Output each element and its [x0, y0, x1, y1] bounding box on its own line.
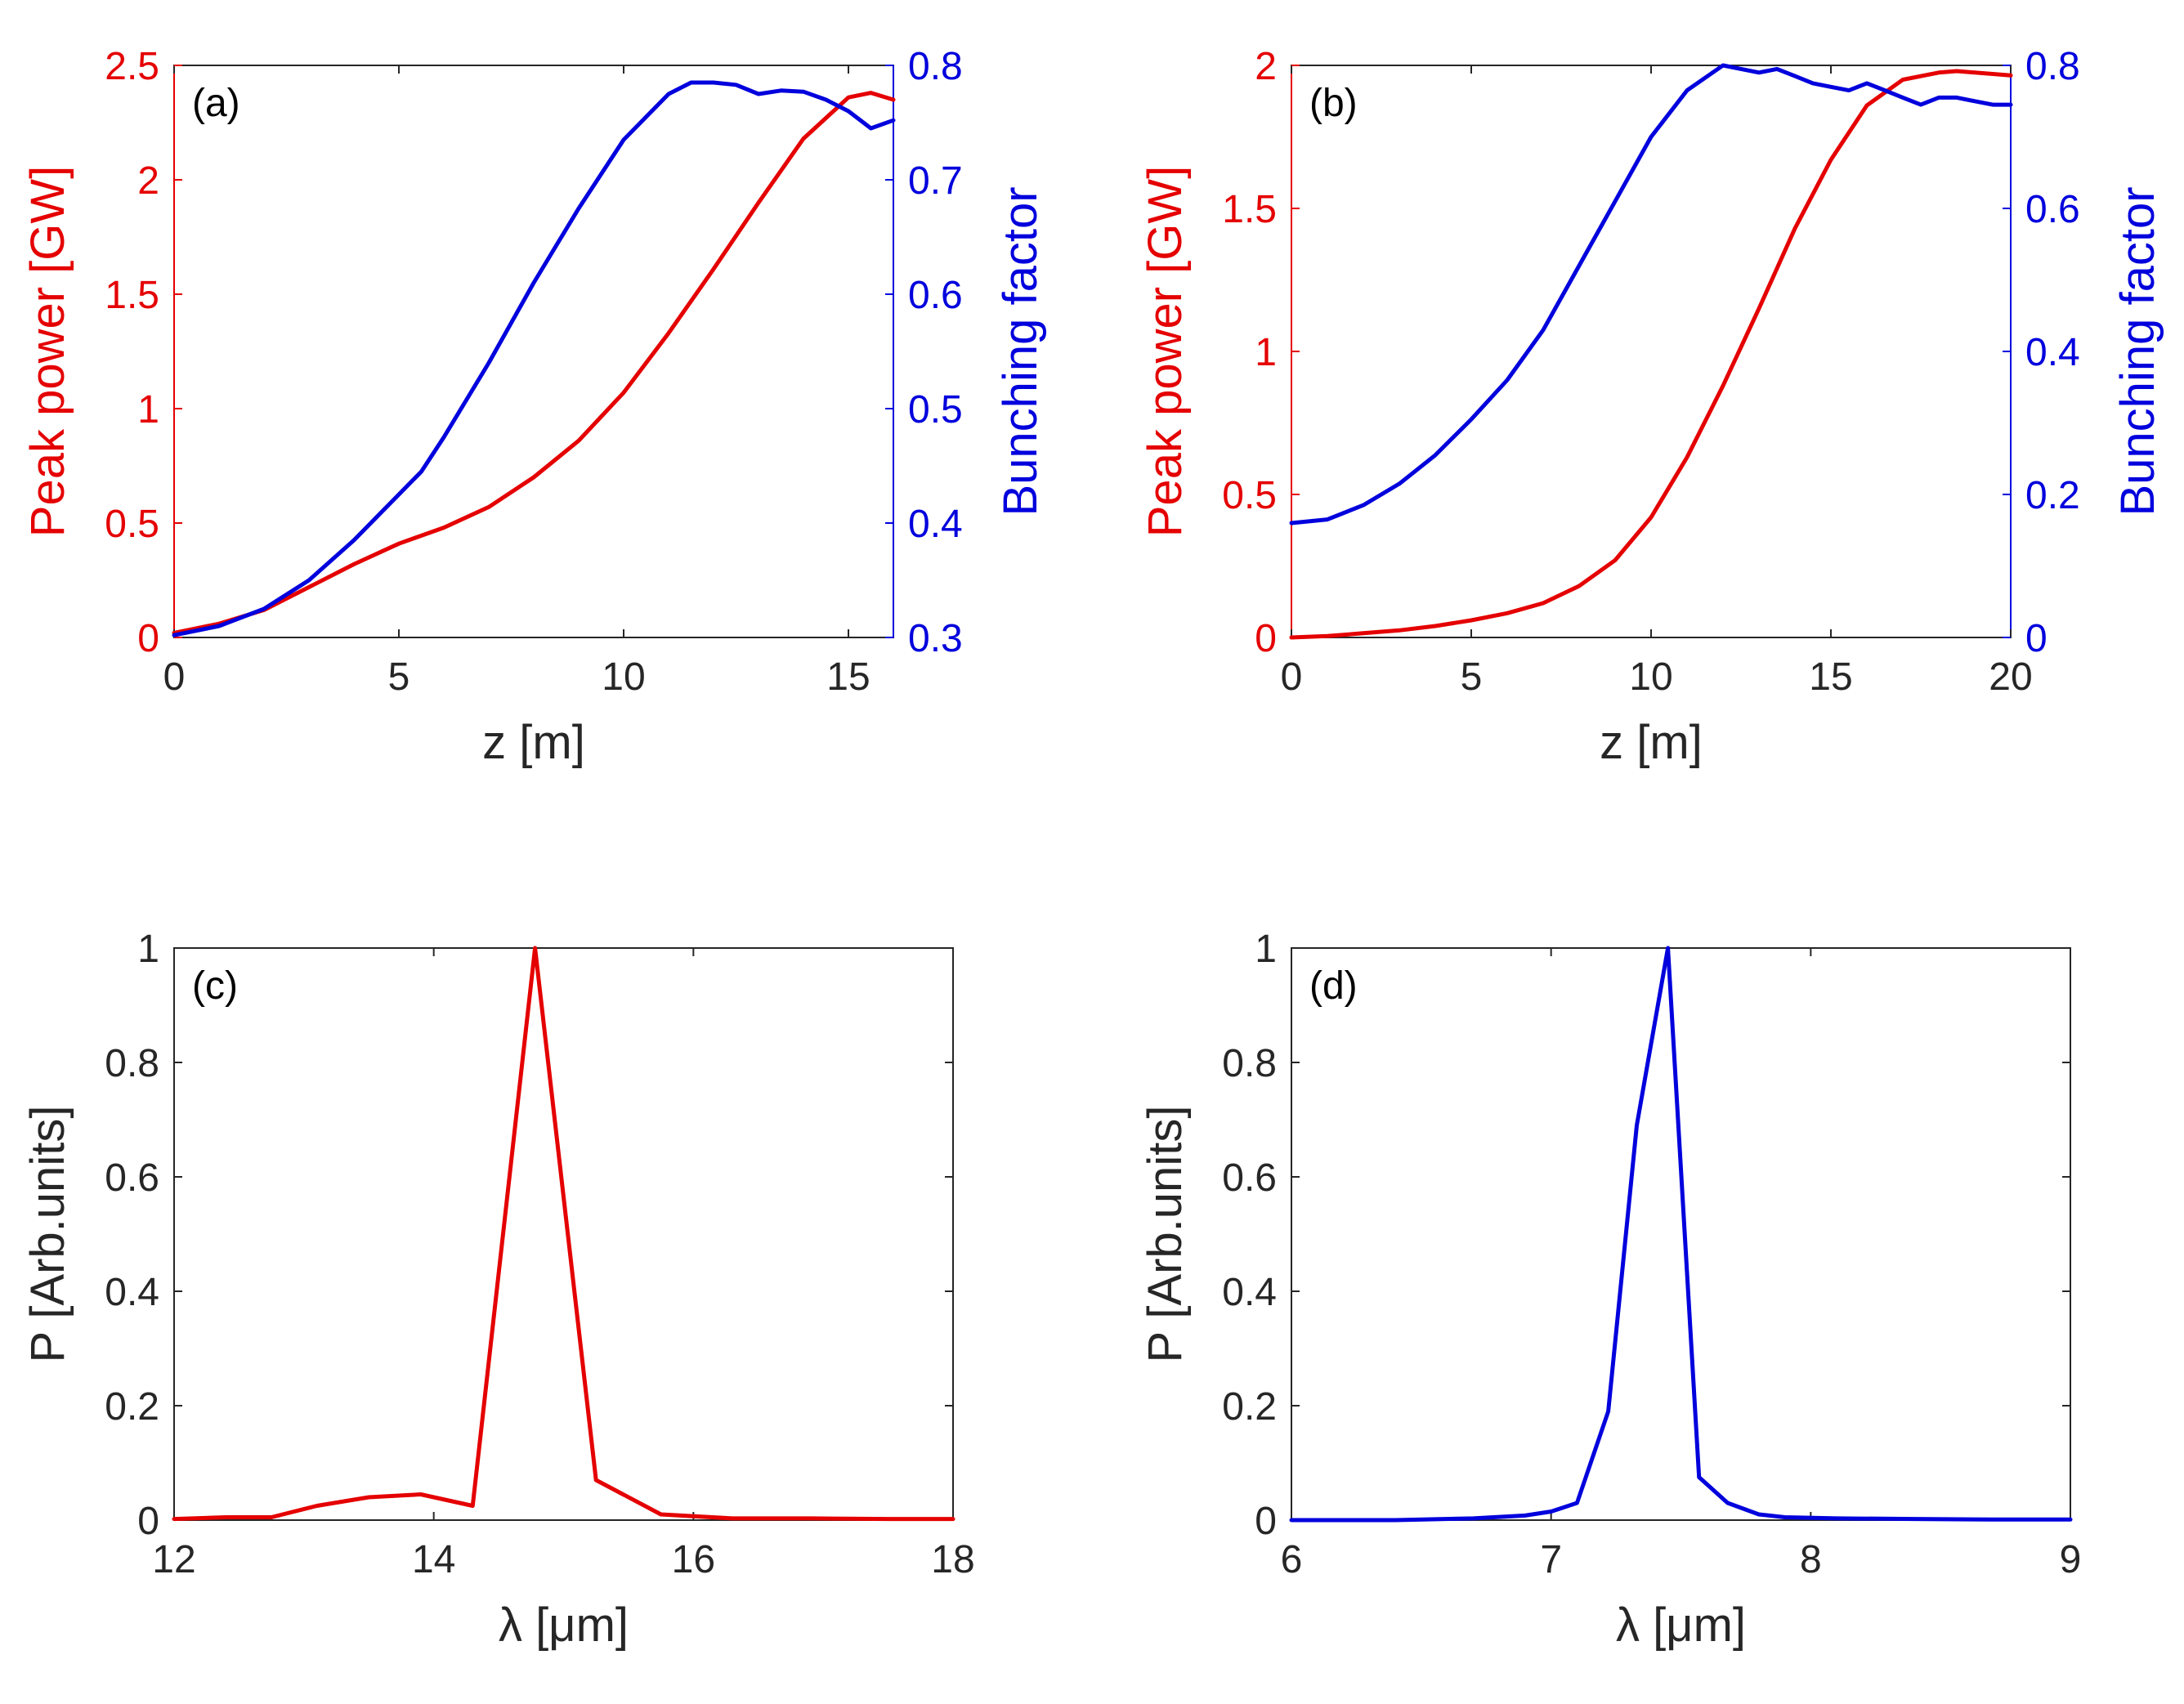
right-y-tick-label: 0.7: [908, 159, 963, 203]
y-tick-label: 0.4: [105, 1271, 159, 1314]
right-y-tick-label: 0.2: [2025, 474, 2080, 517]
plot-frame: [173, 947, 954, 1521]
panel-label: (b): [1309, 82, 1358, 125]
x-tick-label: 20: [1989, 655, 2032, 699]
x-tick-label: 10: [602, 655, 645, 699]
x-tick-label: 18: [931, 1538, 974, 1581]
x-tick-label: 5: [1461, 655, 1483, 699]
series-line-spectrum: [1289, 946, 2073, 1523]
y-tick-label: 0.8: [105, 1042, 159, 1085]
chart-panel-c: 12 14 16 18 0 0.2 0.4 0.6 0.8 1 (c) λ [μm] P [Arb.un…: [21, 928, 975, 1652]
series-line-peak-power: [172, 91, 896, 635]
y-tick-label: 0.2: [105, 1385, 159, 1429]
series-line-bunching-factor: [172, 80, 896, 637]
y-axis-label: P [Arb.units]: [21, 1106, 74, 1363]
y-tick-label: 2: [137, 159, 159, 203]
y-tick-label: 0: [1255, 1500, 1277, 1543]
x-tick-label: 10: [1629, 655, 1672, 699]
right-y-axis-label: Bunching factor: [2111, 186, 2164, 516]
right-y-tick-label: 0.6: [908, 274, 963, 317]
x-tick-label: 7: [1540, 1538, 1562, 1581]
right-y-tick-label: 0: [2025, 617, 2047, 660]
x-tick-label: 0: [163, 655, 186, 699]
x-axis-label: z [m]: [1600, 716, 1703, 769]
y-tick-label: 1: [1255, 928, 1277, 971]
x-tick-label: 15: [1809, 655, 1852, 699]
y-tick-label: 0.2: [1222, 1385, 1277, 1429]
y-tick-label: 2.5: [105, 45, 159, 88]
y-tick-label: 0.6: [105, 1156, 159, 1200]
x-axis-label: λ [μm]: [499, 1599, 629, 1652]
x-tick-label: 15: [826, 655, 870, 699]
y-tick-label: 0.8: [1222, 1042, 1277, 1085]
right-y-tick-label: 0.8: [908, 45, 963, 88]
x-tick-label: 5: [388, 655, 410, 699]
y-tick-label: 0: [137, 1500, 159, 1543]
y-axis-label: P [Arb.units]: [1139, 1106, 1192, 1363]
panel-label: (a): [192, 82, 240, 125]
y-tick-label: 0: [1255, 617, 1277, 660]
right-y-tick-label: 0.3: [908, 617, 963, 660]
x-tick-label: 8: [1800, 1538, 1822, 1581]
y-axis-label: Peak power [GW]: [21, 166, 74, 537]
x-axis-label: λ [μm]: [1616, 1599, 1746, 1652]
x-tick-label: 6: [1281, 1538, 1303, 1581]
x-tick-label: 9: [2060, 1538, 2082, 1581]
x-tick-label: 14: [412, 1538, 455, 1581]
panel-label: (c): [192, 964, 238, 1008]
x-tick-label: 12: [152, 1538, 195, 1581]
right-y-tick-label: 0.4: [908, 503, 963, 546]
y-tick-label: 1: [137, 388, 159, 432]
series-line-spectrum: [172, 946, 955, 1522]
right-y-tick-label: 0.6: [2025, 188, 2080, 231]
chart-panel-a: 0 5 10 15 0 0.5 1 1.5 2 2.5 0.3 0.4 0.5 0.6 0.7 0.8 (a) z…: [21, 45, 1047, 769]
x-tick-label: 16: [672, 1538, 715, 1581]
y-tick-label: 0.6: [1222, 1156, 1277, 1200]
y-tick-label: 0.5: [1222, 474, 1277, 517]
y-tick-label: 1: [137, 928, 159, 971]
plot-frame: [173, 65, 894, 638]
y-tick-label: 0.4: [1222, 1271, 1277, 1314]
chart-panel-d: 6 7 8 9 0 0.2 0.4 0.6 0.8 1 (d) λ [μm] P [Arb.units]: [1139, 928, 2081, 1652]
right-y-tick-label: 0.5: [908, 388, 963, 432]
right-y-tick-label: 0.4: [2025, 331, 2080, 374]
y-tick-label: 1.5: [105, 274, 159, 317]
series-line-bunching-factor: [1289, 63, 2013, 526]
series-line-peak-power: [1289, 69, 2013, 640]
x-tick-label: 0: [1281, 655, 1303, 699]
panel-label: (d): [1309, 964, 1358, 1008]
x-axis-label: z [m]: [482, 716, 585, 769]
plot-frame: [1291, 947, 2071, 1521]
y-tick-label: 2: [1255, 45, 1277, 88]
y-axis-label: Peak power [GW]: [1139, 166, 1192, 537]
y-tick-label: 1.5: [1222, 188, 1277, 231]
y-tick-label: 1: [1255, 331, 1277, 374]
right-y-axis-label: Bunching factor: [994, 186, 1047, 516]
y-tick-label: 0: [137, 617, 159, 660]
y-tick-label: 0.5: [105, 503, 159, 546]
plot-frame: [1291, 65, 2012, 638]
right-y-tick-label: 0.8: [2025, 45, 2080, 88]
